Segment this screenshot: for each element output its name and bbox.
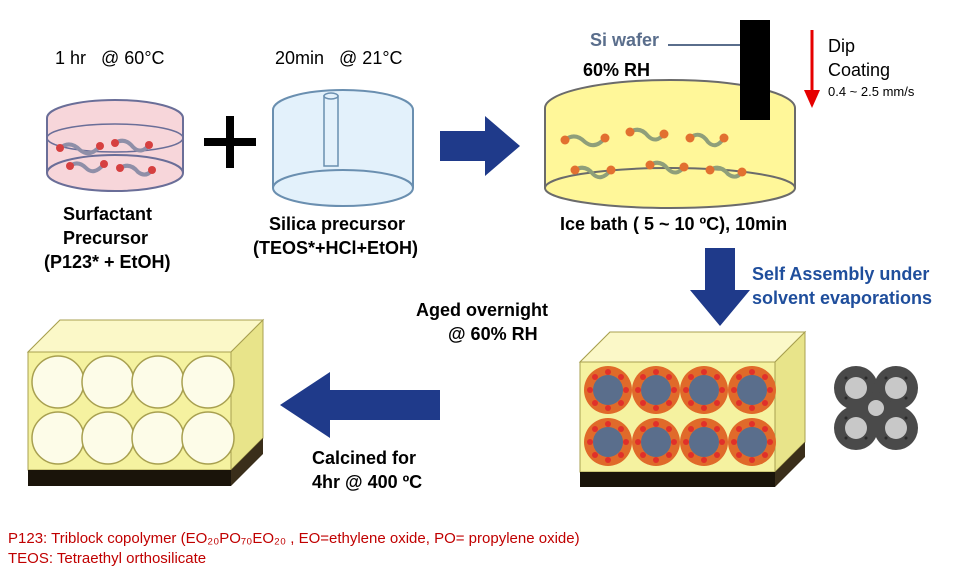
cylinder-silica [268, 88, 418, 208]
label-rh60: 60% RH [583, 60, 650, 81]
label-silica-2: (TEOS*+HCl+EtOH) [253, 238, 418, 259]
arrow-right-1 [440, 116, 520, 176]
label-cond1: 1 hr @ 60°C [55, 48, 165, 69]
block-assembly [580, 332, 810, 482]
label-rate: 0.4 ~ 2.5 mm/s [828, 84, 914, 99]
cluster-icon [830, 362, 925, 457]
label-aged2: @ 60% RH [448, 324, 538, 345]
dish-surfactant [40, 98, 190, 193]
label-surfactant-3: (P123* + EtOH) [44, 252, 171, 273]
label-silica-1: Silica precursor [269, 214, 405, 235]
footnote-teos: TEOS: Tetraethyl orthosilicate [8, 550, 206, 567]
label-siwafer: Si wafer [590, 30, 659, 51]
plus-icon [204, 116, 256, 168]
label-surfactant-2: Precursor [63, 228, 148, 249]
label-dip: Dip [828, 36, 855, 57]
label-calc1: Calcined for [312, 448, 416, 469]
label-self1: Self Assembly under [752, 264, 929, 285]
label-calc2: 4hr @ 400 ºC [312, 472, 422, 493]
footnote-p123: P123: Triblock copolymer (EO₂₀PO₇₀EO₂₀ ,… [8, 530, 580, 547]
label-icebath: Ice bath ( 5 ~ 10 ºC), 10min [560, 214, 787, 235]
label-coating: Coating [828, 60, 890, 81]
arrow-down [690, 248, 750, 326]
siwafer-line [668, 42, 740, 52]
label-self2: solvent evaporations [752, 288, 932, 309]
label-surfactant-1: Surfactant [63, 204, 152, 225]
block-porous [28, 320, 268, 490]
red-arrow-down [802, 30, 822, 108]
label-cond2: 20min @ 21°C [275, 48, 403, 69]
arrow-left [280, 372, 440, 438]
label-aged1: Aged overnight [416, 300, 548, 321]
